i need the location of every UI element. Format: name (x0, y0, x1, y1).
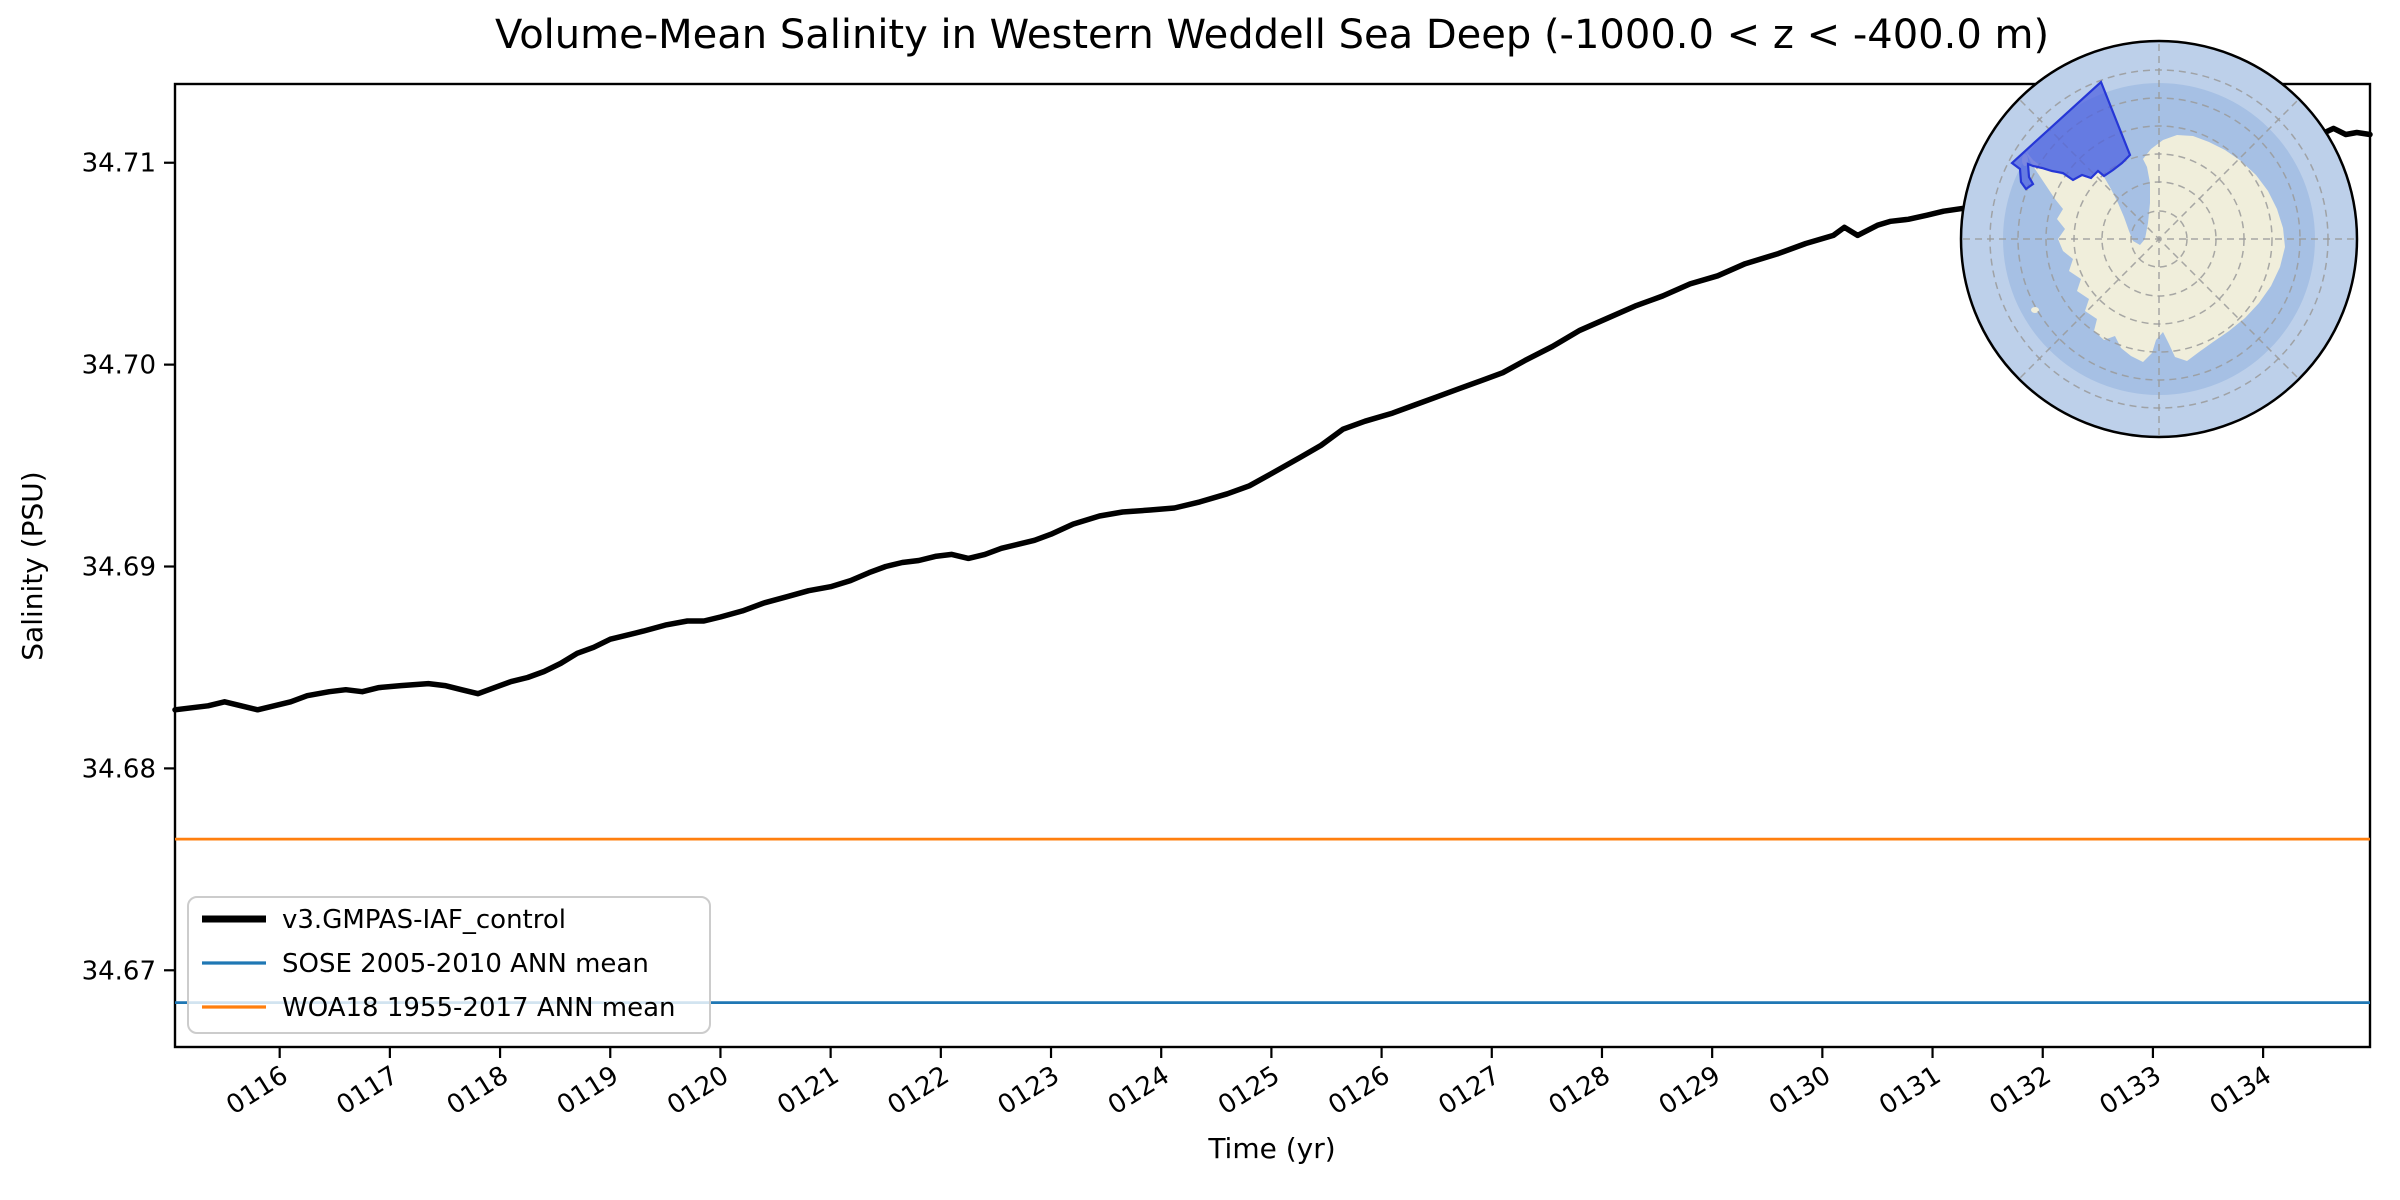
x-axis-label: Time (yr) (1207, 1132, 1335, 1165)
x-tick-label: 0119 (552, 1060, 624, 1121)
chart-title: Volume-Mean Salinity in Western Weddell … (495, 12, 2049, 58)
y-tick-label: 34.68 (82, 754, 156, 784)
x-tick-label: 0125 (1213, 1060, 1285, 1121)
x-tick-label: 0118 (442, 1060, 514, 1121)
legend-label-sose: SOSE 2005-2010 ANN mean (282, 949, 649, 979)
legend-box (187, 896, 711, 1034)
legend-label-woa: WOA18 1955-2017 ANN mean (282, 993, 676, 1023)
legend-label-model: v3.GMPAS-IAF_control (282, 905, 566, 935)
y-tick-label: 34.71 (82, 149, 156, 179)
x-tick-label: 0127 (1433, 1060, 1505, 1121)
y-axis-label: Salinity (PSU) (16, 471, 49, 660)
x-tick-label: 0129 (1654, 1060, 1726, 1121)
map-outline-circle (1959, 39, 2359, 439)
y-tick-label: 34.69 (82, 553, 156, 583)
x-tick-label: 0116 (221, 1060, 293, 1121)
x-tick-label: 0126 (1323, 1060, 1395, 1121)
x-tick-label: 0133 (2095, 1060, 2167, 1121)
region-highlight-western-weddell (2010, 80, 2132, 191)
x-tick-label: 0120 (662, 1060, 734, 1121)
legend: v3.GMPAS-IAF_control SOSE 2005-2010 ANN … (187, 896, 711, 1034)
y-tick-label: 34.67 (82, 956, 156, 986)
y-tick-label: 34.70 (82, 351, 156, 381)
x-tick-label: 0130 (1764, 1060, 1836, 1121)
model-salinity-curve (172, 125, 2373, 713)
x-tick-label: 0131 (1874, 1060, 1946, 1121)
x-axis-ticks: 0116 0117 0118 0119 0120 0121 0122 0123 0124 0125… (221, 1047, 2277, 1121)
x-tick-label: 0128 (1544, 1060, 1616, 1121)
x-tick-label: 0123 (993, 1060, 1065, 1121)
x-tick-label: 0121 (772, 1060, 844, 1121)
antarctica-landmass (2025, 135, 2285, 362)
y-axis-ticks: 34.67 34.68 34.69 34.70 34.71 (82, 149, 175, 986)
antarctica-inset-map (1959, 39, 2359, 439)
x-tick-label: 0122 (883, 1060, 955, 1121)
graticule-parallel (2045, 125, 2273, 353)
x-tick-label: 0132 (1984, 1060, 2056, 1121)
x-tick-label: 0124 (1103, 1060, 1175, 1121)
west-island (2031, 307, 2039, 313)
x-tick-label: 0134 (2205, 1060, 2277, 1121)
x-tick-label: 0117 (332, 1060, 404, 1121)
